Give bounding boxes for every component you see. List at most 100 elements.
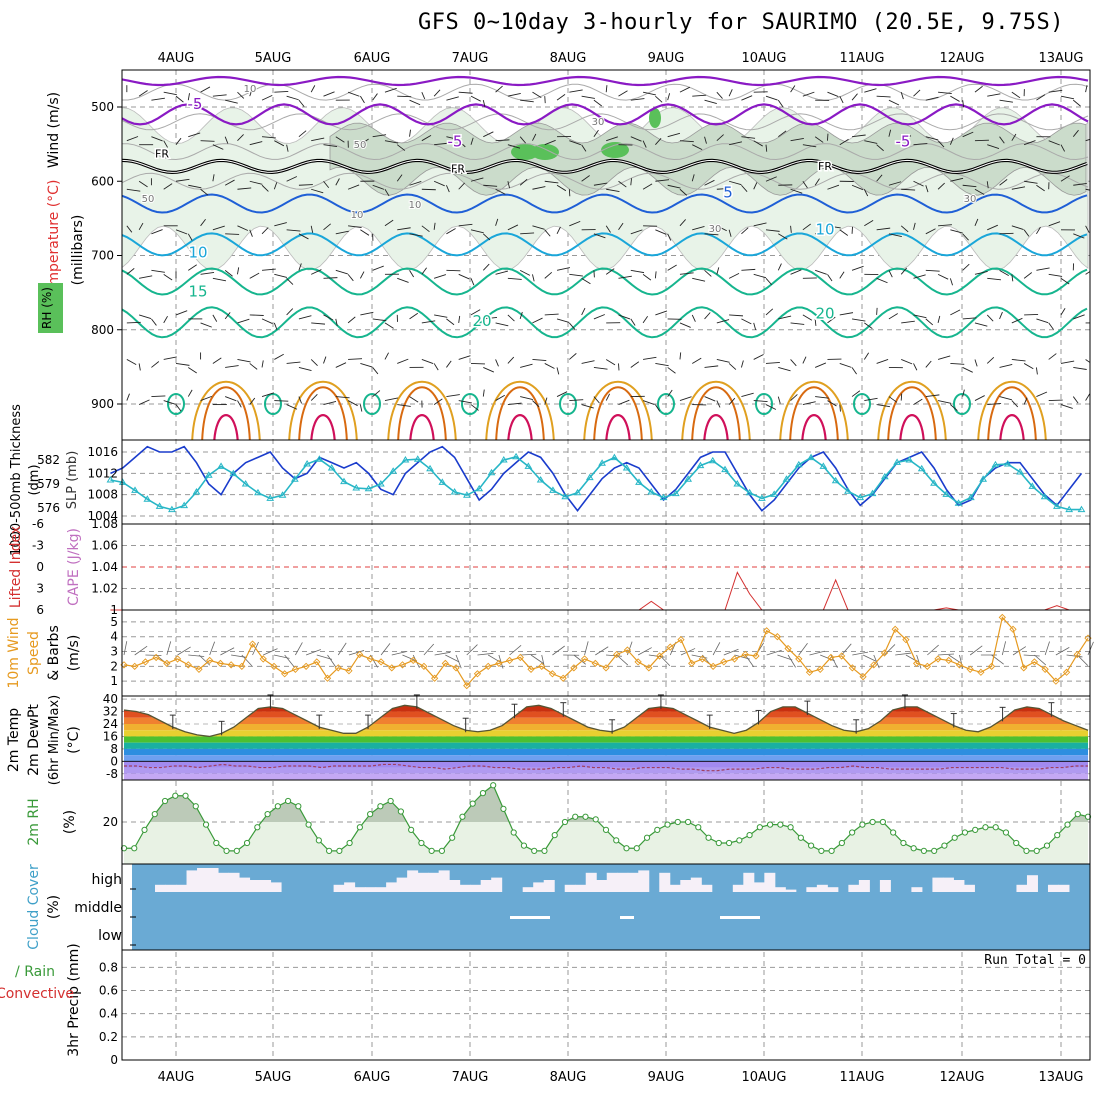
wind-speed-marker [859,673,867,681]
thickness-marker [340,477,348,485]
wind-barb [224,269,233,277]
rh-marker [315,837,322,844]
wind-barb [188,132,201,138]
wind-barb [274,400,289,402]
wind-barb [901,135,912,142]
thickness-marker [487,468,496,476]
wind-barb [888,313,898,320]
wind-barb [532,359,547,361]
wind-barb [901,320,915,324]
thickness-marker [376,480,385,487]
wind-barb [1024,180,1038,184]
wind-barb-10m [327,654,337,668]
wind-barb [261,184,269,192]
thickness-axis-label: 1000-500mb Thickness [9,404,24,556]
wind-barb [778,367,791,372]
wind-barb [274,140,285,147]
wind-barb [347,400,358,407]
wind-barb-10m [820,654,835,662]
wind-barb [519,178,528,186]
cape-line [110,571,1082,611]
wind-barb [286,95,299,101]
wind-barb-10m [680,648,696,656]
rh-contour-label: 30 [592,117,605,128]
wind-barb [925,269,940,272]
wind-barb [1011,225,1024,231]
wind-barb [630,136,642,142]
wind-barb [1048,322,1054,330]
wind-barb [888,129,892,137]
wind-barb-10m [402,654,418,662]
wind-barb [999,364,1013,368]
wind-barb [286,176,298,182]
wind-barb [814,318,817,326]
wind-barb [667,184,681,189]
wind-barb [777,99,784,108]
wind-barb [1048,221,1061,227]
wind-barb [397,404,411,407]
wind-barb [654,271,657,279]
wind-barb [212,277,227,282]
high-cloud-bar [564,884,576,892]
wind-barb [778,315,792,320]
rh-contour-label: 50 [354,140,367,151]
wind-barb [790,225,792,233]
date-label-top: 9AUG [648,51,685,66]
wind-barb [483,367,495,373]
rh-marker [674,818,681,826]
wind-barb [298,99,305,107]
rh-area-dark [149,785,1088,822]
wind-barb-10m [434,651,451,656]
wind-barb-10m [498,654,504,669]
thickness-marker [745,488,754,496]
rh-marker [120,845,128,852]
rh-marker [1033,847,1040,854]
wind-barb [962,184,977,188]
wind-barb [520,396,533,400]
wind-speed-marker [602,664,610,672]
wind-barb [581,307,586,316]
wind-barb [249,141,263,146]
thickness-marker [327,464,336,471]
mid-cloud-bar [620,916,634,919]
high-cloud-bar [753,882,765,892]
thickness-marker [708,456,717,464]
wind-barb [200,322,212,328]
rh-marker [643,834,651,841]
date-label-bottom: 4AUG [158,1070,195,1085]
wind-barb [163,315,168,324]
temp-band [124,761,1088,768]
wind-barb [274,222,287,227]
wind-barb [888,233,902,237]
wind-barb [568,322,576,330]
wind-barb [1060,360,1075,364]
wind-barb [790,394,798,401]
wind-barb [569,353,577,360]
wind-barb [974,218,979,226]
temp-band [124,711,1088,718]
thickness-marker [241,480,250,487]
thickness-marker [954,499,963,506]
thickness-marker [192,488,201,495]
wind-barb [765,144,768,152]
wind-speed-marker [238,662,246,670]
wind-barb-10m [969,645,983,656]
wind-barb [630,98,645,101]
thickness-marker [315,455,324,462]
wind-barb [913,180,924,187]
wind-barb [642,273,652,281]
wind-barb [974,322,988,327]
wind-barb [704,233,719,236]
wind-barb [286,229,301,232]
wind-barb [790,359,797,367]
wind-speed-marker [259,655,267,663]
isotherm-20 [122,306,1088,339]
wind-barb [335,362,347,368]
rh-marker [838,839,845,847]
wind-barb [396,174,403,182]
wind-barb [1073,367,1087,370]
wind-speed-marker [955,661,964,669]
high-cloud-bar [197,868,209,892]
isotherm-label: FR [818,160,832,173]
wind-barb [827,316,836,324]
